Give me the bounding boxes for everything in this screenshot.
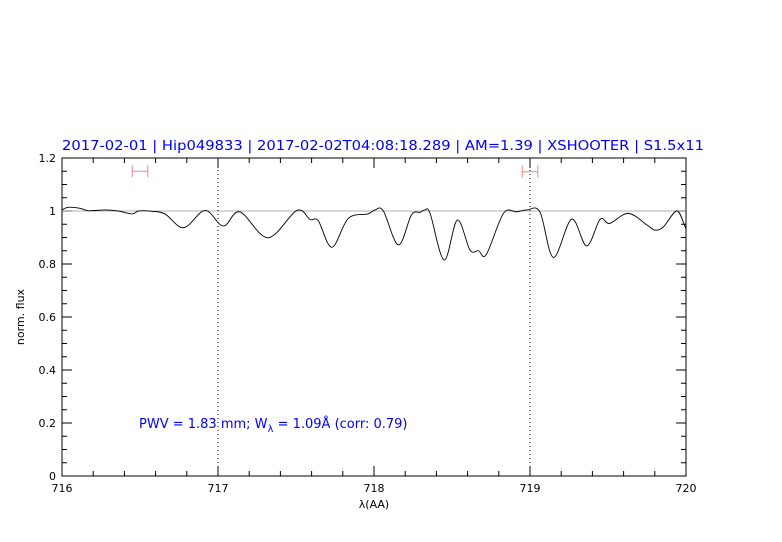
x-tick-label: 716 [52, 482, 73, 495]
y-axis-label: norm. flux [14, 288, 27, 345]
x-tick-label: 720 [676, 482, 697, 495]
y-tick-label: 0.6 [39, 311, 57, 324]
chart-title: 2017-02-01 | Hip049833 | 2017-02-02T04:0… [62, 138, 704, 154]
plot-frame [61, 157, 687, 477]
y-tick-label: 1.2 [39, 152, 57, 165]
x-tick-label: 717 [208, 482, 229, 495]
y-tick-label: 1 [49, 205, 56, 218]
y-tick-label: 0 [49, 470, 56, 483]
y-tick-label: 0.8 [39, 258, 57, 271]
pwv-annotation: PWV = 1.83 mm; Wλ = 1.09Å (corr: 0.79) [139, 416, 408, 435]
x-axis-label: λ(AA) [359, 498, 389, 511]
y-tick-label: 0.4 [39, 364, 57, 377]
y-tick-label: 0.2 [39, 417, 57, 430]
x-tick-label: 718 [364, 482, 385, 495]
spectrum-line [61, 206, 687, 261]
x-tick-label: 719 [520, 482, 541, 495]
